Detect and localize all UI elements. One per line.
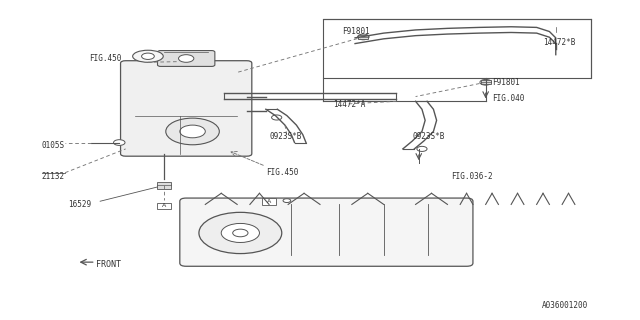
Bar	[358, 35, 369, 39]
Text: A: A	[162, 204, 166, 209]
Bar	[262, 198, 276, 205]
Circle shape	[480, 79, 492, 85]
Bar	[481, 80, 491, 84]
Text: 0923S*B: 0923S*B	[269, 132, 301, 141]
Text: 21132: 21132	[42, 172, 65, 181]
Circle shape	[221, 223, 259, 243]
FancyBboxPatch shape	[157, 51, 215, 67]
Circle shape	[113, 140, 125, 145]
Text: A036001200: A036001200	[541, 301, 588, 310]
Circle shape	[417, 146, 427, 151]
Bar	[157, 203, 171, 210]
Text: 0105S: 0105S	[42, 141, 65, 150]
Text: FIG.450: FIG.450	[266, 168, 298, 177]
FancyBboxPatch shape	[180, 198, 473, 266]
Text: 14472*A: 14472*A	[333, 100, 365, 109]
Circle shape	[271, 115, 282, 120]
Text: FIG.450: FIG.450	[90, 54, 122, 63]
Text: F91801: F91801	[492, 78, 520, 87]
Circle shape	[233, 229, 248, 237]
Text: FIG.036-2: FIG.036-2	[451, 172, 492, 181]
Circle shape	[166, 118, 220, 145]
FancyBboxPatch shape	[120, 61, 252, 156]
Circle shape	[358, 34, 369, 40]
Text: FRONT: FRONT	[96, 260, 121, 268]
Bar	[323, 19, 591, 77]
Circle shape	[283, 199, 291, 203]
Text: F91801: F91801	[342, 27, 370, 36]
Circle shape	[199, 212, 282, 253]
Text: FIG.040: FIG.040	[492, 94, 524, 103]
Circle shape	[179, 55, 194, 62]
Ellipse shape	[132, 50, 163, 62]
Circle shape	[180, 125, 205, 138]
Text: 0923S*B: 0923S*B	[412, 132, 445, 141]
Text: 16529: 16529	[68, 200, 92, 209]
Text: A: A	[267, 199, 271, 204]
Circle shape	[141, 53, 154, 60]
Bar	[157, 182, 171, 188]
Text: 14472*B: 14472*B	[543, 38, 575, 47]
